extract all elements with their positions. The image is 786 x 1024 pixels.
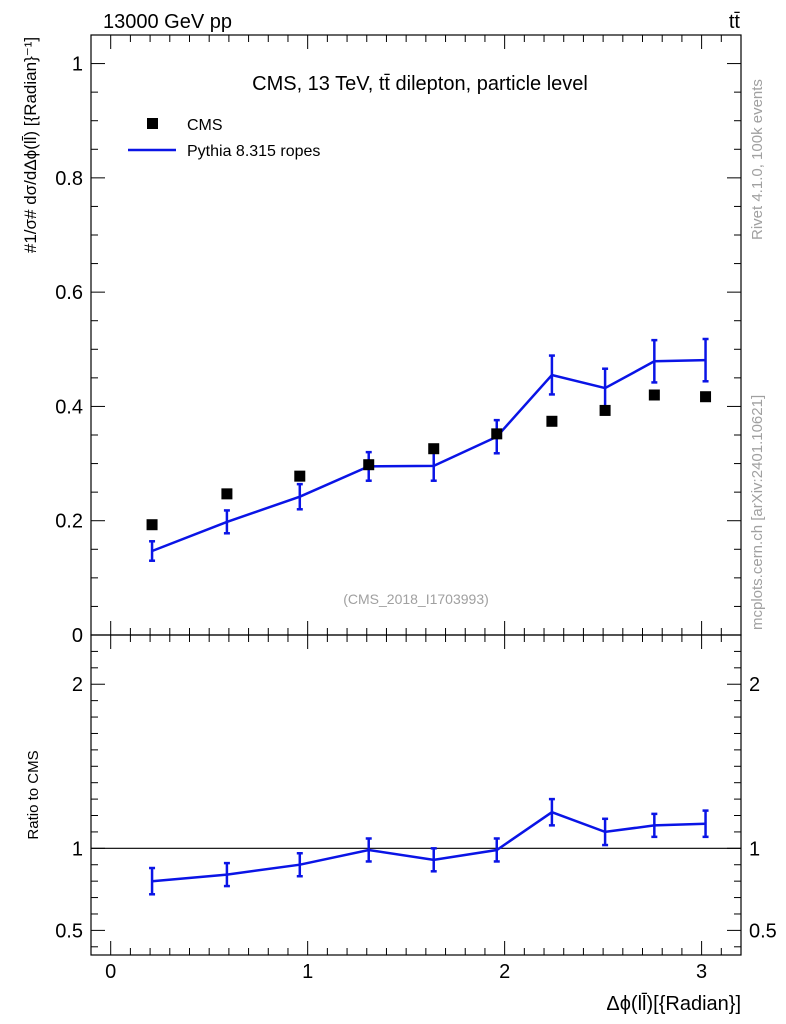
source-label: mcplots.cern.ch [arXiv:2401.10621] — [749, 395, 766, 630]
legend-cms-label: CMS — [187, 117, 223, 134]
main-y-tick-label: 1 — [72, 54, 83, 76]
analysis-id: (CMS_2018_I1703993) — [343, 591, 489, 607]
cms-data-point — [363, 459, 375, 471]
ratio-series — [91, 797, 741, 896]
mc-line — [151, 358, 706, 553]
x-tick-label: 0 — [105, 961, 116, 983]
cms-data-point — [146, 519, 158, 531]
legend: CMS Pythia 8.315 ropes — [128, 117, 320, 160]
cms-data-point — [599, 404, 611, 416]
ratio-panel-frame — [90, 634, 742, 956]
process-label: tt̄ — [729, 11, 741, 33]
x-tick-label: 3 — [696, 961, 707, 983]
ratio-y-tick-label-right: 0.5 — [749, 920, 777, 942]
x-axis-ticks: 0 1 2 3 — [105, 35, 742, 983]
ratio-y-tick-label-left: 0.5 — [55, 920, 83, 942]
ratio-y-axis-label: Ratio to CMS — [25, 750, 42, 839]
ratio-line — [151, 810, 706, 883]
ratio-y-tick-label-left: 1 — [72, 838, 83, 860]
cms-data-point — [221, 488, 233, 500]
main-y-tick-label: 0.6 — [55, 282, 83, 304]
x-tick-label: 2 — [499, 961, 510, 983]
beam-label: 13000 GeV pp — [103, 11, 232, 33]
legend-cms-marker — [147, 118, 158, 129]
cms-data-point — [428, 443, 440, 455]
main-axis-ticks: 0 0.2 0.4 0.6 0.8 1 — [55, 34, 741, 647]
ratio-y-tick-label-right: 1 — [749, 838, 760, 860]
main-y-tick-label: 0 — [72, 625, 83, 647]
main-y-tick-label: 0.4 — [55, 396, 83, 418]
legend-mc-label: Pythia 8.315 ropes — [187, 143, 320, 160]
main-y-tick-label: 0.2 — [55, 511, 83, 533]
rivet-label: Rivet 4.1.0, 100k events — [749, 79, 766, 240]
main-series — [146, 337, 712, 562]
ratio-y-tick-label-right: 2 — [749, 674, 760, 696]
cms-data-point — [700, 391, 712, 403]
ratio-y-tick-label-left: 2 — [72, 674, 83, 696]
cms-data-point — [491, 428, 503, 440]
x-axis-label: Δϕ(ll̄)[{Radian}] — [606, 992, 741, 1015]
main-y-axis-label: #1/σ# dσ/dΔϕ(ll̄) [{Radian}⁻¹] — [21, 37, 40, 253]
cms-data-point — [648, 389, 660, 401]
x-tick-label: 1 — [302, 961, 313, 983]
chart-title: CMS, 13 TeV, tt̄ dilepton, particle leve… — [252, 73, 588, 95]
cms-data-point — [546, 415, 558, 427]
ratio-axis-ticks: 0.5 0.5 1 1 2 2 — [55, 650, 777, 948]
main-y-tick-label: 0.8 — [55, 168, 83, 190]
cms-data-point — [294, 470, 306, 482]
